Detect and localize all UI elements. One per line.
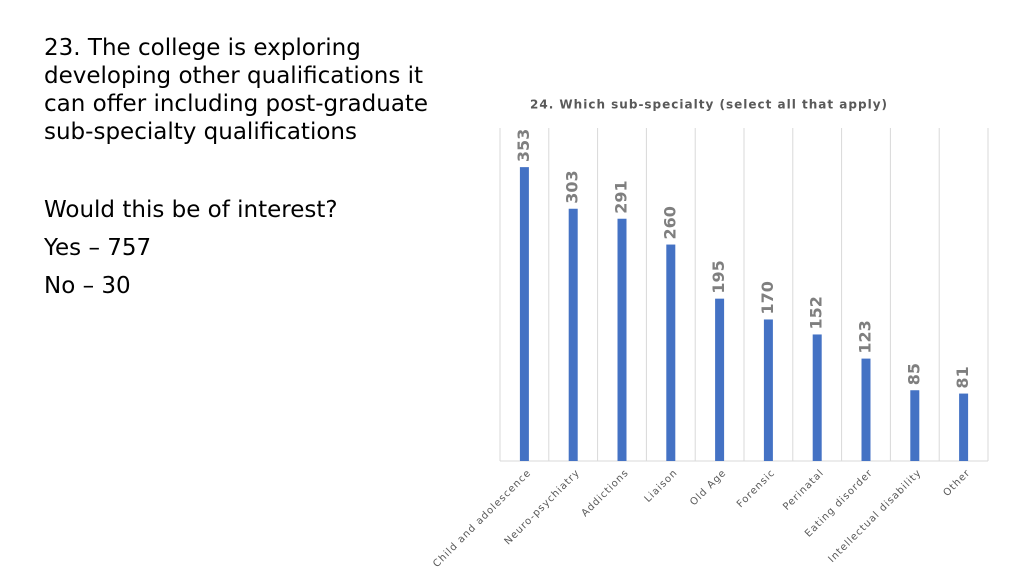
data-label: 303	[563, 170, 582, 203]
bar	[763, 319, 773, 461]
bar	[959, 393, 969, 461]
answer: Yes – 757	[44, 235, 152, 261]
data-label: 85	[904, 363, 923, 385]
bar	[666, 244, 676, 461]
bar	[861, 358, 871, 461]
bar	[617, 218, 627, 461]
data-label: 123	[856, 320, 875, 353]
answer: No – 30	[44, 273, 131, 299]
data-label: 81	[953, 366, 972, 388]
chart-title: 24. Which sub-specialty (select all that…	[530, 98, 888, 112]
text-block: 23. The college is exploring developing …	[44, 34, 464, 300]
data-label: 291	[612, 180, 631, 213]
bar	[568, 208, 578, 461]
x-tick-label: Liaison	[643, 467, 680, 504]
data-label: 353	[514, 129, 533, 162]
bar	[519, 167, 529, 461]
x-tick-label: Perinatal	[781, 467, 826, 512]
x-tick-label: Child and adolescence	[431, 467, 533, 569]
bar	[715, 298, 725, 461]
x-tick-label: Intellectual disability	[827, 467, 925, 565]
data-label: 170	[758, 281, 777, 314]
question: 23. The college is exploring developing …	[44, 35, 429, 145]
bar	[812, 334, 822, 461]
x-tick-label: Forensic	[735, 467, 778, 510]
data-label: 195	[709, 260, 728, 293]
x-tick-label: Old Age	[688, 467, 729, 508]
data-label: 260	[660, 206, 679, 239]
x-tick-label: Other	[941, 467, 972, 498]
bar	[910, 390, 920, 461]
x-tick-label: Addictions	[580, 467, 632, 519]
data-label: 152	[807, 296, 826, 329]
prompt: Would this be of interest?	[44, 197, 338, 223]
